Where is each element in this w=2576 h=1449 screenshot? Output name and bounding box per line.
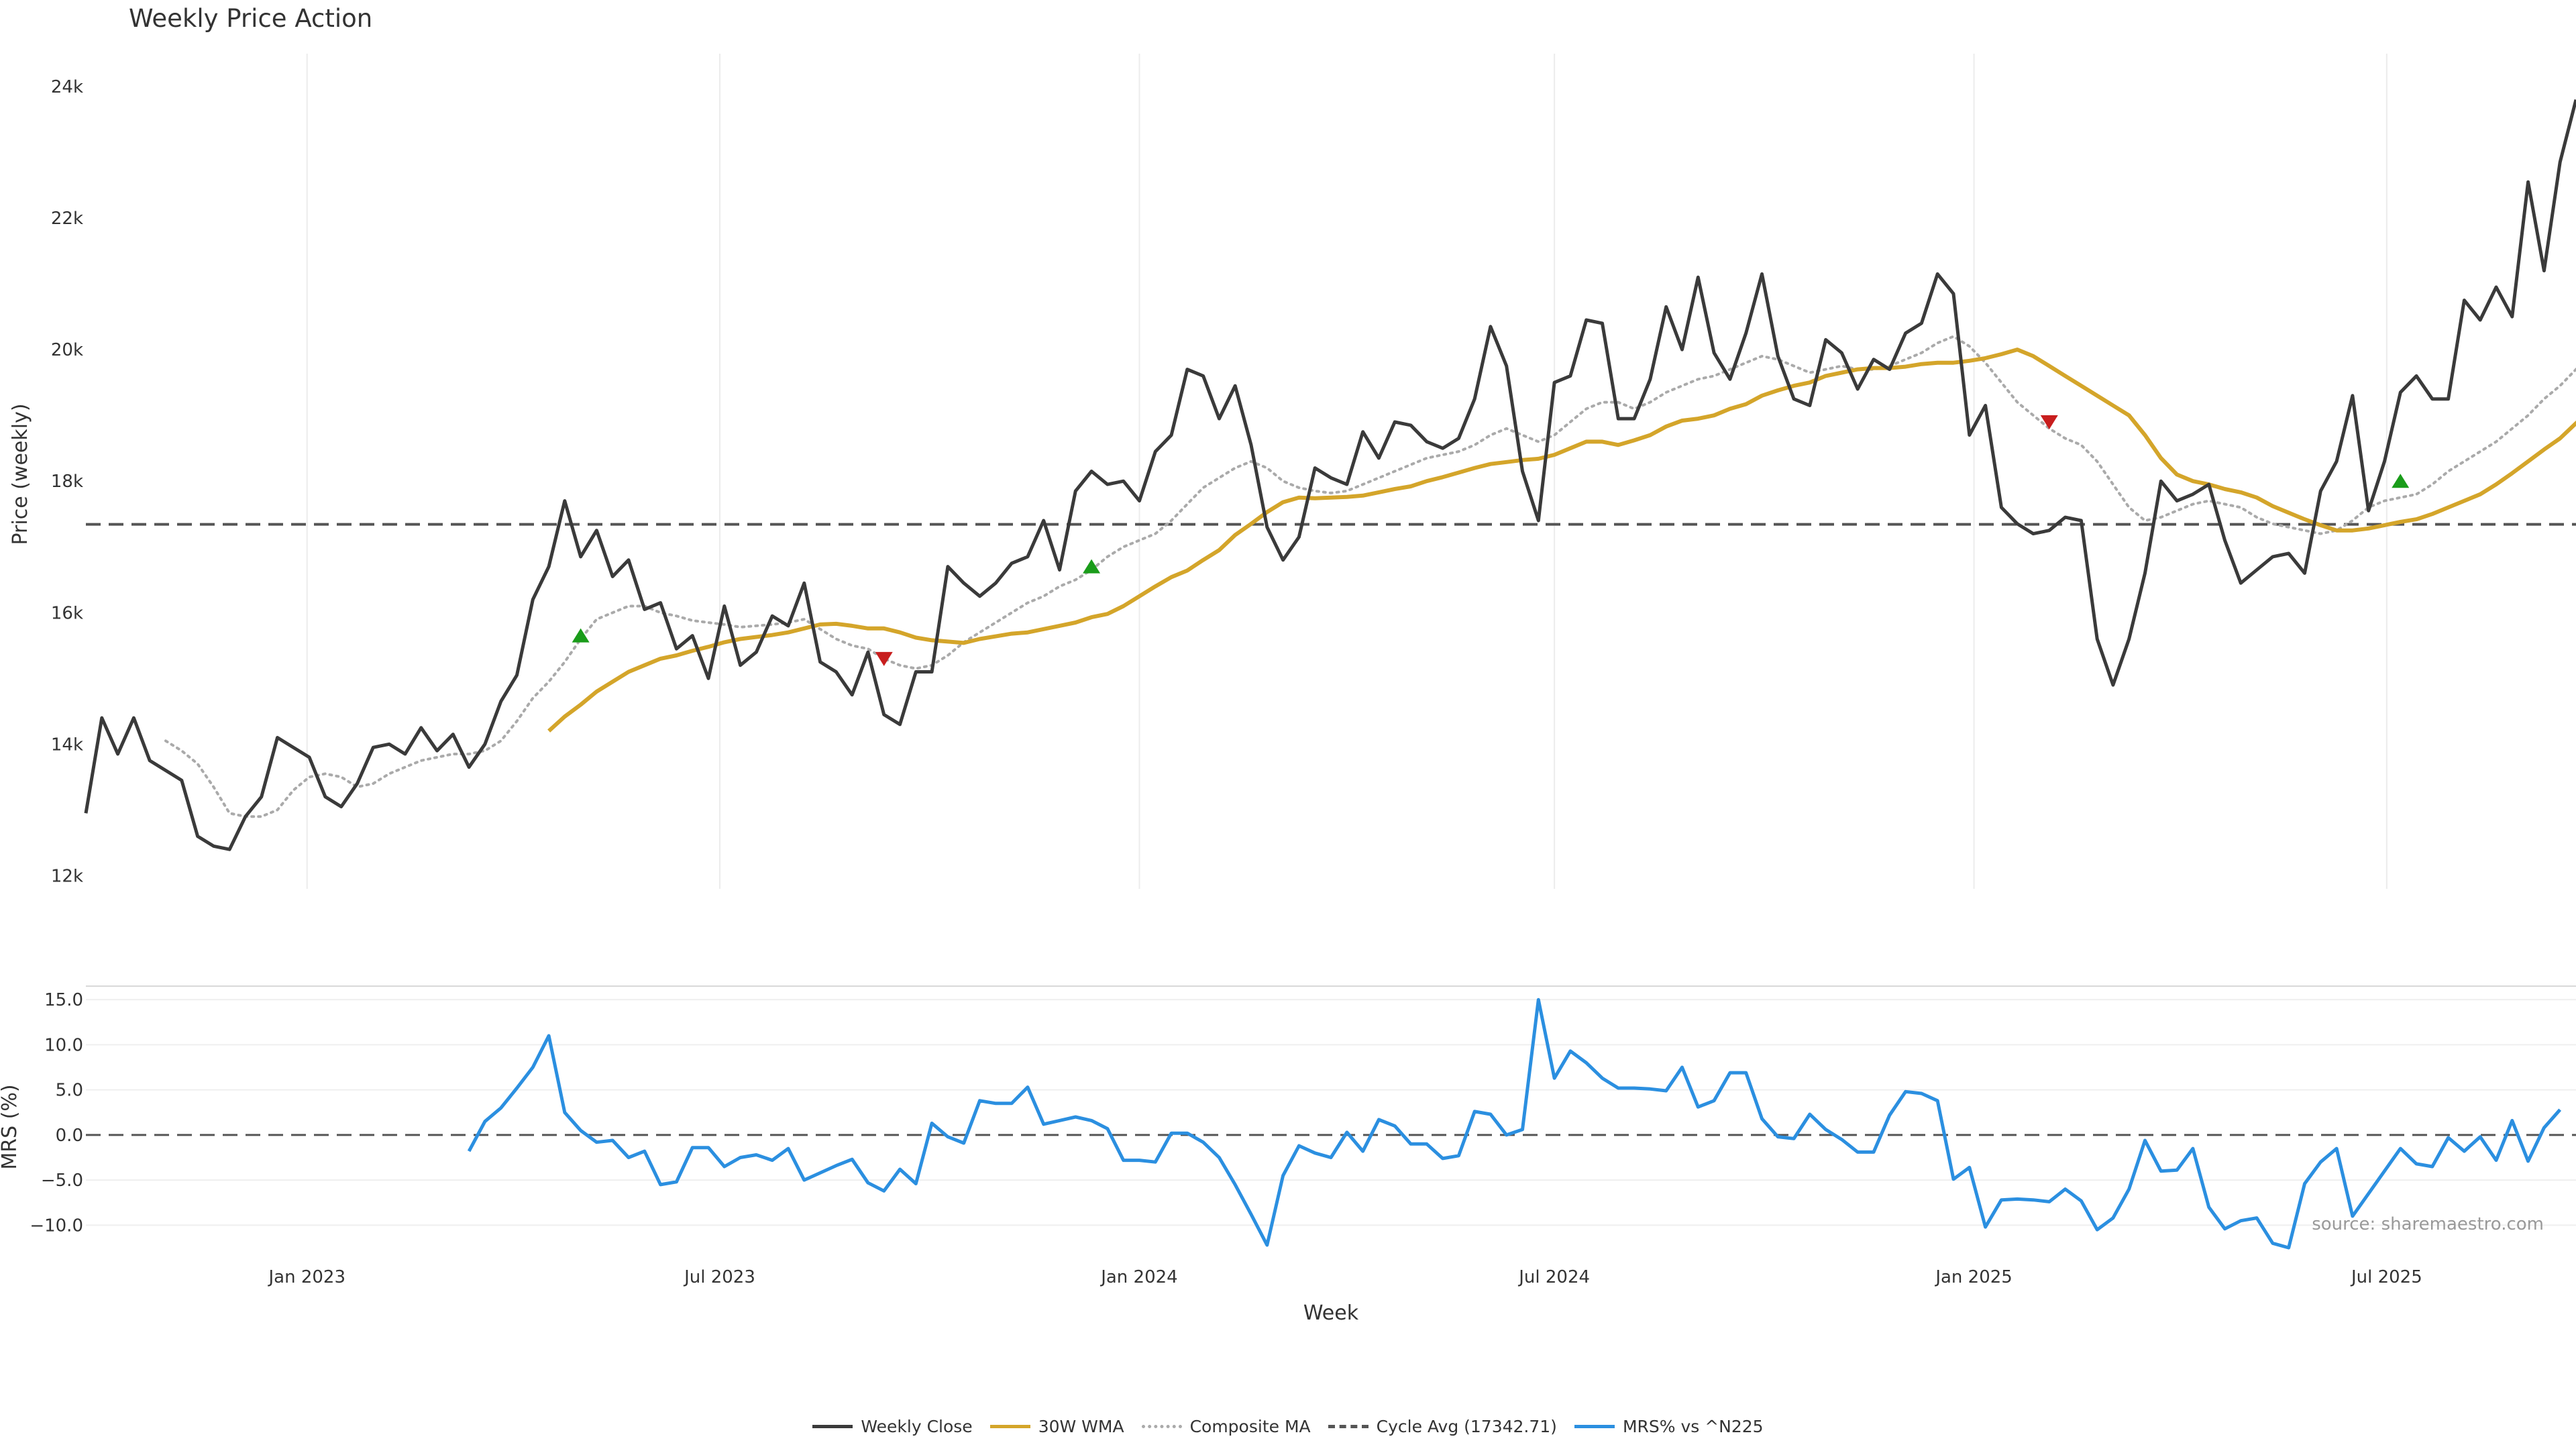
legend-swatch	[1574, 1425, 1615, 1428]
series-mrs	[467, 998, 2562, 1250]
legend-swatch	[989, 1425, 1030, 1428]
x-tick-label: Jan 2024	[1099, 1267, 1178, 1287]
legend-label: MRS% vs ^N225	[1622, 1417, 1764, 1436]
mrs-y-axis-label: MRS (%)	[0, 1084, 21, 1169]
price-panel: 12k 14k 16k 18k 20k 22k 24k	[51, 54, 2576, 889]
x-tick-label: Jan 2023	[267, 1267, 345, 1287]
series-weekly-close	[84, 99, 2576, 851]
legend-label: Weekly Close	[861, 1417, 973, 1436]
mrs-y-tick-label: 10.0	[44, 1035, 83, 1055]
legend: Weekly Close 30W WMA Composite MA Cycle Avg…	[0, 1417, 2576, 1436]
mrs-y-tick-label: 5.0	[56, 1081, 83, 1101]
price-y-tick-label: 16k	[51, 603, 83, 623]
mrs-y-tick-label: −10.0	[30, 1216, 83, 1236]
price-y-tick-label: 12k	[51, 866, 83, 886]
legend-item: Composite MA	[1141, 1417, 1311, 1436]
price-y-axis-label: Price (weekly)	[9, 403, 32, 545]
price-y-tick-label: 18k	[51, 472, 83, 492]
x-tick-label: Jul 2023	[683, 1267, 755, 1287]
legend-label: Composite MA	[1189, 1417, 1311, 1436]
price-y-tick-label: 14k	[51, 735, 83, 755]
sell-signal-marker	[875, 651, 893, 666]
price-y-tick-label: 24k	[51, 77, 83, 97]
legend-item: 30W WMA	[989, 1417, 1124, 1436]
legend-swatch	[1328, 1425, 1368, 1428]
price-y-tick-label: 22k	[51, 209, 83, 229]
mrs-y-tick-label: 15.0	[44, 990, 83, 1010]
mrs-y-tick-label: 0.0	[56, 1126, 83, 1146]
mrs-y-tick-label: −5.0	[41, 1171, 83, 1191]
x-tick-label: Jul 2025	[2350, 1267, 2422, 1287]
series-composite-ma	[164, 335, 2576, 818]
legend-swatch	[812, 1425, 853, 1428]
legend-label: 30W WMA	[1038, 1417, 1124, 1436]
legend-item: Cycle Avg (17342.71)	[1328, 1417, 1557, 1436]
legend-item: Weekly Close	[812, 1417, 973, 1436]
buy-signal-marker	[2392, 474, 2410, 488]
x-tick-label: Jan 2025	[1934, 1267, 2012, 1287]
sell-signal-marker	[2040, 415, 2058, 429]
x-tick-label: Jul 2024	[1517, 1267, 1590, 1287]
chart-title: Weekly Price Action	[129, 4, 372, 33]
price-y-tick-label: 20k	[51, 340, 83, 360]
legend-label: Cycle Avg (17342.71)	[1376, 1417, 1557, 1436]
legend-swatch	[1141, 1425, 1182, 1428]
legend-item: MRS% vs ^N225	[1574, 1417, 1764, 1436]
buy-signal-marker	[1083, 559, 1101, 574]
series-30w-wma	[547, 347, 2576, 733]
mrs-panel: −10.0 −5.0 0.0 5.0 10.0 15.0 Jan 2023 Jul 2023 J…	[30, 985, 2576, 1287]
buy-signal-marker	[572, 628, 590, 643]
source-annotation: source: sharemaestro.com	[2312, 1214, 2544, 1234]
x-axis-label: Week	[1303, 1301, 1359, 1325]
